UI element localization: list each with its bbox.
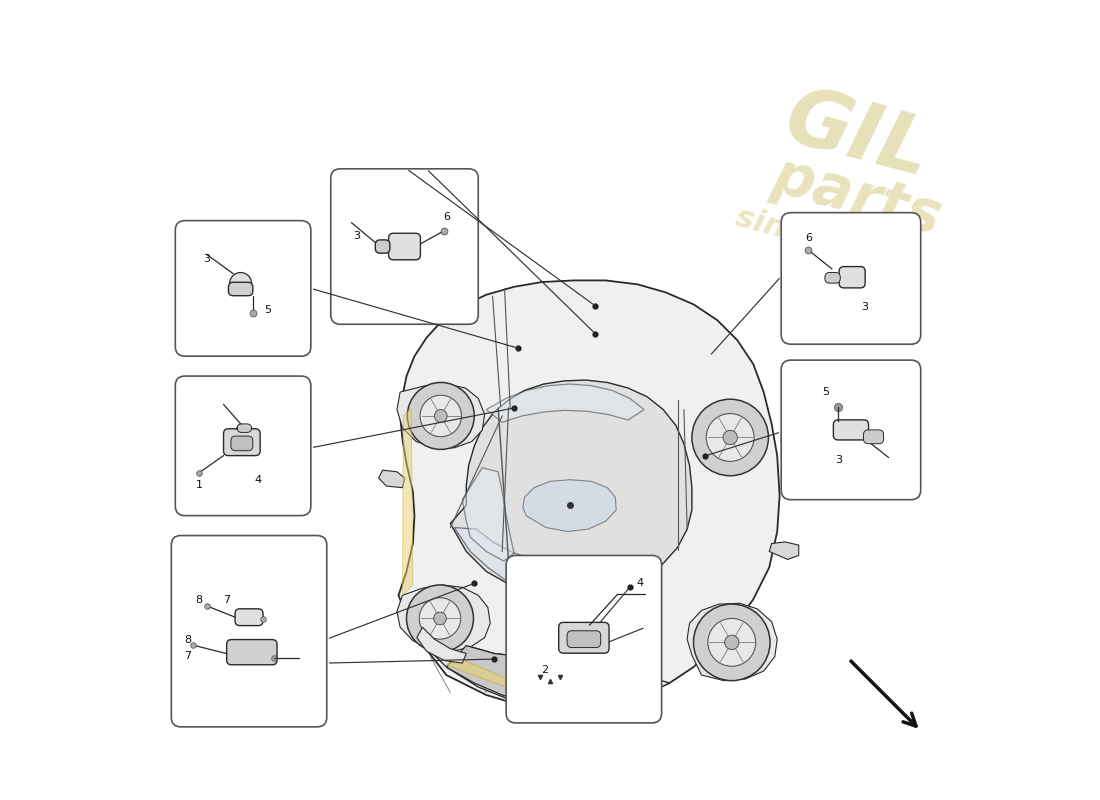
Polygon shape bbox=[397, 384, 485, 448]
Circle shape bbox=[693, 604, 770, 681]
FancyBboxPatch shape bbox=[568, 630, 601, 647]
Polygon shape bbox=[486, 384, 645, 422]
Polygon shape bbox=[398, 281, 780, 711]
Polygon shape bbox=[454, 527, 621, 597]
FancyBboxPatch shape bbox=[331, 169, 478, 324]
Text: 5: 5 bbox=[264, 306, 271, 315]
Polygon shape bbox=[447, 646, 628, 707]
Text: 7: 7 bbox=[184, 651, 191, 662]
FancyBboxPatch shape bbox=[864, 430, 883, 444]
Text: 6: 6 bbox=[805, 233, 812, 243]
FancyBboxPatch shape bbox=[781, 360, 921, 500]
FancyBboxPatch shape bbox=[227, 639, 277, 665]
FancyBboxPatch shape bbox=[834, 420, 869, 440]
Text: 1: 1 bbox=[196, 480, 202, 490]
FancyBboxPatch shape bbox=[559, 622, 609, 653]
FancyBboxPatch shape bbox=[388, 234, 420, 260]
Text: 4: 4 bbox=[254, 475, 262, 485]
Circle shape bbox=[725, 635, 739, 650]
Circle shape bbox=[708, 618, 756, 666]
FancyBboxPatch shape bbox=[223, 429, 260, 455]
FancyBboxPatch shape bbox=[506, 555, 661, 723]
Circle shape bbox=[692, 399, 769, 476]
Circle shape bbox=[407, 585, 473, 652]
FancyBboxPatch shape bbox=[175, 376, 311, 515]
Circle shape bbox=[434, 410, 448, 422]
Text: parts: parts bbox=[767, 147, 947, 246]
Polygon shape bbox=[417, 627, 466, 663]
Text: 6: 6 bbox=[443, 212, 451, 222]
Text: 5: 5 bbox=[823, 387, 829, 398]
Polygon shape bbox=[462, 468, 514, 561]
Polygon shape bbox=[688, 603, 778, 681]
FancyBboxPatch shape bbox=[236, 424, 252, 433]
FancyBboxPatch shape bbox=[839, 266, 866, 288]
Polygon shape bbox=[769, 542, 799, 559]
Circle shape bbox=[723, 430, 737, 445]
Text: 3: 3 bbox=[861, 302, 869, 312]
FancyBboxPatch shape bbox=[229, 282, 253, 296]
Polygon shape bbox=[450, 380, 692, 595]
Text: 3: 3 bbox=[204, 254, 210, 264]
Text: 3: 3 bbox=[835, 455, 842, 465]
Text: 8: 8 bbox=[195, 595, 202, 606]
FancyBboxPatch shape bbox=[825, 273, 840, 283]
Polygon shape bbox=[397, 585, 491, 651]
Text: a passion for parts since 1985: a passion for parts since 1985 bbox=[463, 578, 669, 645]
Text: 3: 3 bbox=[353, 231, 360, 241]
Circle shape bbox=[433, 612, 447, 625]
Polygon shape bbox=[378, 470, 405, 488]
Circle shape bbox=[230, 273, 252, 294]
FancyBboxPatch shape bbox=[375, 240, 389, 253]
Polygon shape bbox=[522, 480, 616, 531]
FancyBboxPatch shape bbox=[781, 213, 921, 344]
Circle shape bbox=[407, 382, 474, 450]
Text: 2: 2 bbox=[541, 665, 548, 675]
FancyBboxPatch shape bbox=[172, 535, 327, 727]
Circle shape bbox=[420, 395, 462, 437]
Circle shape bbox=[706, 414, 755, 462]
FancyBboxPatch shape bbox=[235, 609, 263, 626]
Polygon shape bbox=[403, 408, 412, 595]
FancyBboxPatch shape bbox=[231, 436, 253, 450]
Text: 7: 7 bbox=[223, 595, 230, 606]
FancyBboxPatch shape bbox=[175, 221, 311, 356]
Polygon shape bbox=[447, 657, 661, 699]
Text: GIL: GIL bbox=[776, 80, 938, 194]
Polygon shape bbox=[695, 405, 766, 470]
Text: since 1985: since 1985 bbox=[733, 202, 918, 278]
Circle shape bbox=[419, 598, 461, 639]
Polygon shape bbox=[418, 631, 670, 711]
Text: 4: 4 bbox=[636, 578, 644, 588]
Text: 8: 8 bbox=[184, 634, 191, 645]
